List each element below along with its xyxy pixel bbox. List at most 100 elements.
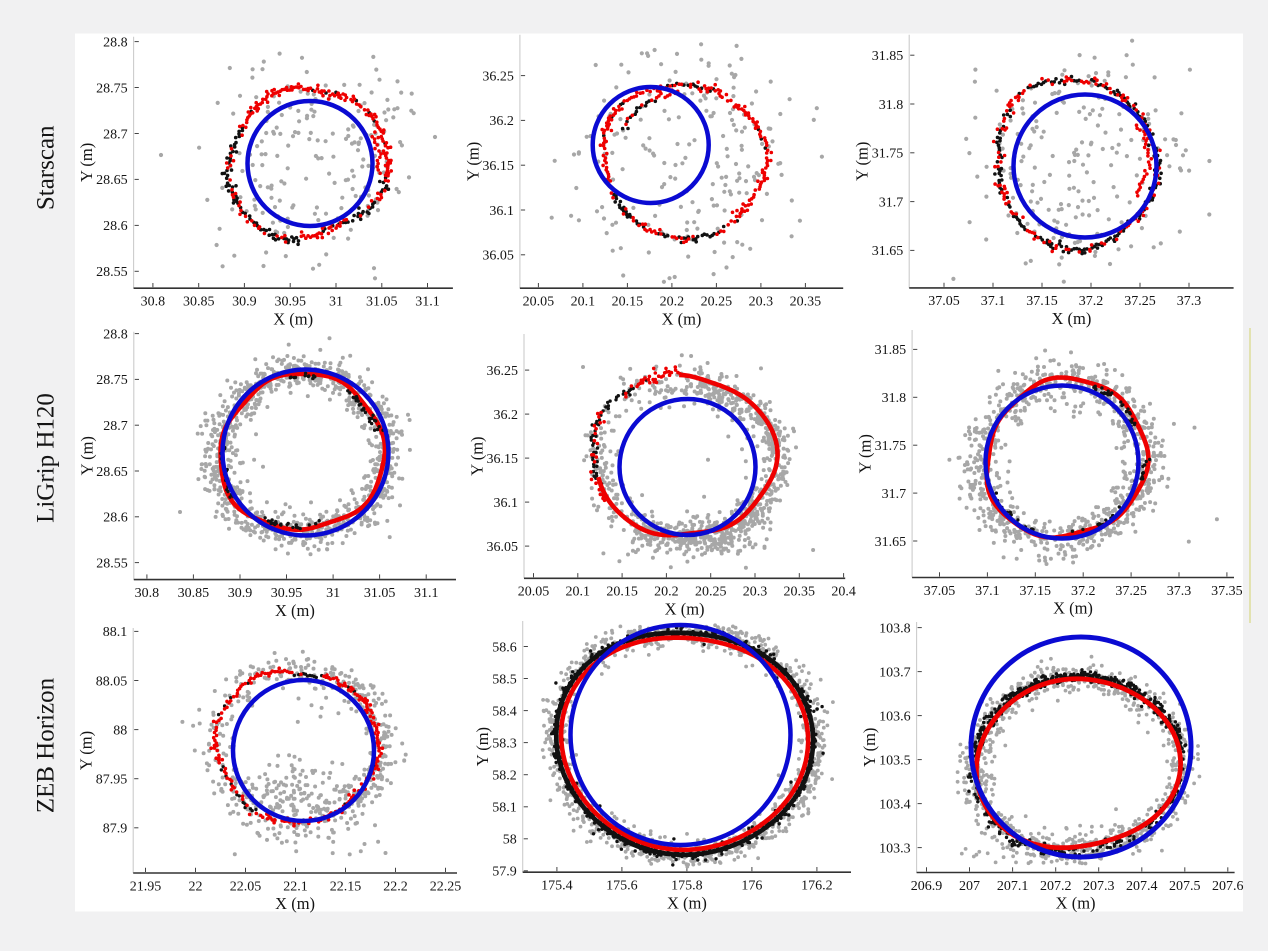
svg-text:31.1: 31.1 xyxy=(415,295,440,310)
svg-text:57.9: 57.9 xyxy=(492,865,517,880)
svg-text:36.15: 36.15 xyxy=(482,159,514,174)
svg-text:58.5: 58.5 xyxy=(492,672,517,687)
svg-text:28.6: 28.6 xyxy=(103,219,128,234)
svg-text:37.35: 37.35 xyxy=(1211,584,1243,599)
svg-text:22.25: 22.25 xyxy=(430,879,462,894)
svg-text:37.25: 37.25 xyxy=(1124,294,1156,309)
svg-text:30.95: 30.95 xyxy=(271,586,303,601)
svg-text:30.9: 30.9 xyxy=(232,295,257,310)
svg-text:30.8: 30.8 xyxy=(135,586,160,601)
svg-text:103.3: 103.3 xyxy=(879,841,911,856)
svg-text:31.7: 31.7 xyxy=(882,487,907,502)
svg-text:207.6: 207.6 xyxy=(1212,879,1244,894)
svg-text:20.1: 20.1 xyxy=(571,295,596,310)
svg-text:Y (m): Y (m) xyxy=(473,727,492,766)
svg-text:28.8: 28.8 xyxy=(103,327,128,342)
svg-text:103.6: 103.6 xyxy=(879,709,911,724)
svg-text:31.05: 31.05 xyxy=(364,586,396,601)
svg-text:20.4: 20.4 xyxy=(831,585,856,600)
svg-text:28.65: 28.65 xyxy=(96,465,128,480)
svg-text:X (m): X (m) xyxy=(273,309,313,328)
svg-text:31.75: 31.75 xyxy=(875,439,907,454)
svg-text:103.7: 103.7 xyxy=(879,665,911,680)
svg-text:30.8: 30.8 xyxy=(141,295,166,310)
svg-text:36.2: 36.2 xyxy=(489,114,514,129)
svg-text:X (m): X (m) xyxy=(662,309,702,328)
svg-text:87.9: 87.9 xyxy=(103,822,128,837)
svg-text:22.2: 22.2 xyxy=(383,879,408,894)
svg-text:37.05: 37.05 xyxy=(928,294,960,309)
svg-text:37.15: 37.15 xyxy=(1026,294,1058,309)
svg-text:37.25: 37.25 xyxy=(1115,584,1147,599)
svg-text:103.4: 103.4 xyxy=(879,797,911,812)
svg-text:30.95: 30.95 xyxy=(274,295,306,310)
svg-text:37.1: 37.1 xyxy=(981,294,1006,309)
svg-text:X (m): X (m) xyxy=(1051,309,1091,328)
svg-text:31.8: 31.8 xyxy=(879,98,904,113)
svg-text:175.8: 175.8 xyxy=(671,879,703,894)
svg-text:37.3: 37.3 xyxy=(1167,584,1192,599)
svg-text:20.2: 20.2 xyxy=(660,295,685,310)
svg-text:207.2: 207.2 xyxy=(1040,879,1072,894)
svg-text:36.1: 36.1 xyxy=(489,204,514,219)
svg-text:207: 207 xyxy=(959,879,980,894)
svg-text:103.5: 103.5 xyxy=(879,753,911,768)
svg-text:31.65: 31.65 xyxy=(872,244,904,259)
svg-text:20.2: 20.2 xyxy=(654,585,679,600)
svg-text:31.85: 31.85 xyxy=(872,49,904,64)
svg-text:31.65: 31.65 xyxy=(875,535,907,550)
svg-text:58.4: 58.4 xyxy=(492,704,517,719)
svg-text:20.15: 20.15 xyxy=(612,295,644,310)
svg-text:58.1: 58.1 xyxy=(492,801,517,816)
svg-text:Y (m): Y (m) xyxy=(856,434,875,473)
svg-text:28.7: 28.7 xyxy=(103,127,128,142)
svg-text:Y (m): Y (m) xyxy=(77,143,96,182)
svg-text:X (m): X (m) xyxy=(275,894,315,913)
svg-text:X (m): X (m) xyxy=(275,601,315,620)
svg-text:37.15: 37.15 xyxy=(1020,584,1052,599)
svg-text:175.6: 175.6 xyxy=(606,879,638,894)
svg-text:36.15: 36.15 xyxy=(487,452,519,467)
svg-text:37.3: 37.3 xyxy=(1177,294,1202,309)
svg-text:207.3: 207.3 xyxy=(1083,879,1115,894)
svg-text:207.4: 207.4 xyxy=(1126,879,1158,894)
svg-text:176.2: 176.2 xyxy=(801,879,833,894)
svg-text:175.4: 175.4 xyxy=(541,879,573,894)
svg-text:20.25: 20.25 xyxy=(701,295,733,310)
svg-text:Y (m): Y (m) xyxy=(468,436,487,475)
svg-text:37.05: 37.05 xyxy=(924,584,956,599)
svg-text:37.1: 37.1 xyxy=(975,584,1000,599)
svg-text:58: 58 xyxy=(503,833,517,848)
svg-text:LiGrip H120: LiGrip H120 xyxy=(33,393,60,523)
svg-text:31: 31 xyxy=(329,295,343,310)
svg-text:88.05: 88.05 xyxy=(96,674,128,689)
svg-text:31.1: 31.1 xyxy=(414,586,439,601)
svg-text:58.6: 58.6 xyxy=(492,640,517,655)
svg-text:31.05: 31.05 xyxy=(366,295,398,310)
svg-text:36.1: 36.1 xyxy=(494,496,519,511)
svg-text:20.1: 20.1 xyxy=(566,585,591,600)
svg-text:58.2: 58.2 xyxy=(492,769,517,784)
svg-text:28.75: 28.75 xyxy=(96,373,128,388)
svg-text:22.1: 22.1 xyxy=(283,879,308,894)
svg-text:36.05: 36.05 xyxy=(487,540,519,555)
svg-text:20.05: 20.05 xyxy=(518,585,550,600)
svg-text:ZEB Horizon: ZEB Horizon xyxy=(33,677,60,813)
svg-text:30.9: 30.9 xyxy=(228,586,253,601)
svg-text:30.85: 30.85 xyxy=(178,586,210,601)
svg-text:20.35: 20.35 xyxy=(784,585,816,600)
svg-text:36.25: 36.25 xyxy=(482,69,514,84)
svg-text:Y (m): Y (m) xyxy=(860,728,879,767)
svg-text:36.25: 36.25 xyxy=(487,364,519,379)
svg-text:X (m): X (m) xyxy=(1056,894,1096,913)
svg-text:28.55: 28.55 xyxy=(96,556,128,571)
svg-text:30.85: 30.85 xyxy=(183,295,215,310)
svg-text:36.2: 36.2 xyxy=(494,408,519,423)
svg-text:31.85: 31.85 xyxy=(875,343,907,358)
svg-text:Y (m): Y (m) xyxy=(77,436,96,475)
svg-text:20.15: 20.15 xyxy=(606,585,638,600)
svg-text:176: 176 xyxy=(741,879,762,894)
svg-text:21.95: 21.95 xyxy=(130,879,162,894)
svg-text:31: 31 xyxy=(326,586,340,601)
svg-text:28.6: 28.6 xyxy=(103,511,128,526)
